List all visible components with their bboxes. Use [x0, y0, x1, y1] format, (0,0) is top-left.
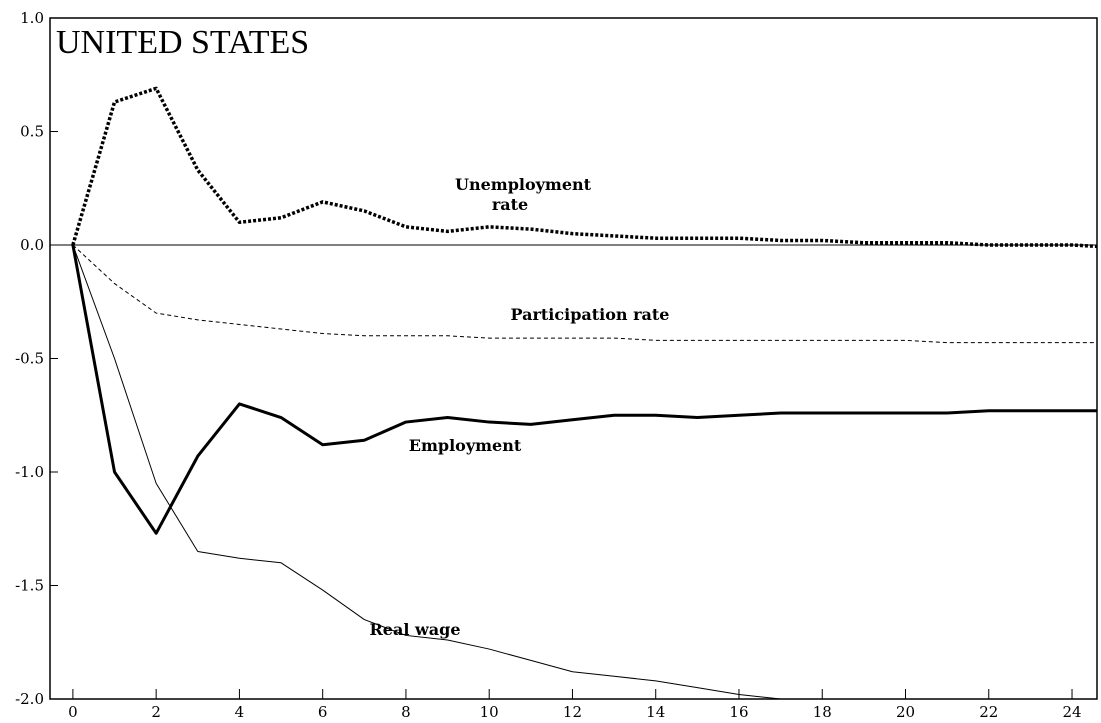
series-label: Unemployment rate [455, 175, 592, 214]
plot-lines [71, 86, 1097, 699]
x-tick-label: 0 [68, 703, 78, 721]
y-tick-label: 0.0 [20, 236, 44, 254]
series-line [72, 244, 1097, 344]
x-tick-label: 10 [480, 703, 499, 721]
x-tick-label: 14 [646, 703, 665, 721]
y-tick-label: -1.0 [15, 463, 44, 481]
series-line [71, 244, 1097, 535]
series-line [71, 86, 1097, 249]
x-tick-label: 24 [1062, 703, 1081, 721]
x-tick-label: 18 [813, 703, 832, 721]
series-label: Real wage [369, 620, 461, 639]
x-tick-label: 8 [401, 703, 411, 721]
plot-frame [49, 17, 1098, 700]
x-tick-label: 20 [896, 703, 915, 721]
y-tick-label: 1.0 [20, 9, 44, 27]
y-tick-label: -1.5 [15, 577, 44, 595]
x-tick-label: 12 [563, 703, 582, 721]
x-tick-label: 4 [235, 703, 245, 721]
chart-title: UNITED STATES [56, 24, 310, 61]
y-tick-label: 0.5 [20, 123, 44, 141]
x-tick-label: 16 [729, 703, 748, 721]
x-tick-label: 6 [318, 703, 328, 721]
x-tick-label: 22 [979, 703, 998, 721]
x-tick-label: 2 [151, 703, 161, 721]
y-tick-label: -0.5 [15, 350, 44, 368]
series-label: Employment [408, 436, 522, 455]
series-label: Participation rate [510, 305, 670, 324]
series-line [72, 244, 784, 699]
y-tick-label: -2.0 [15, 690, 44, 708]
